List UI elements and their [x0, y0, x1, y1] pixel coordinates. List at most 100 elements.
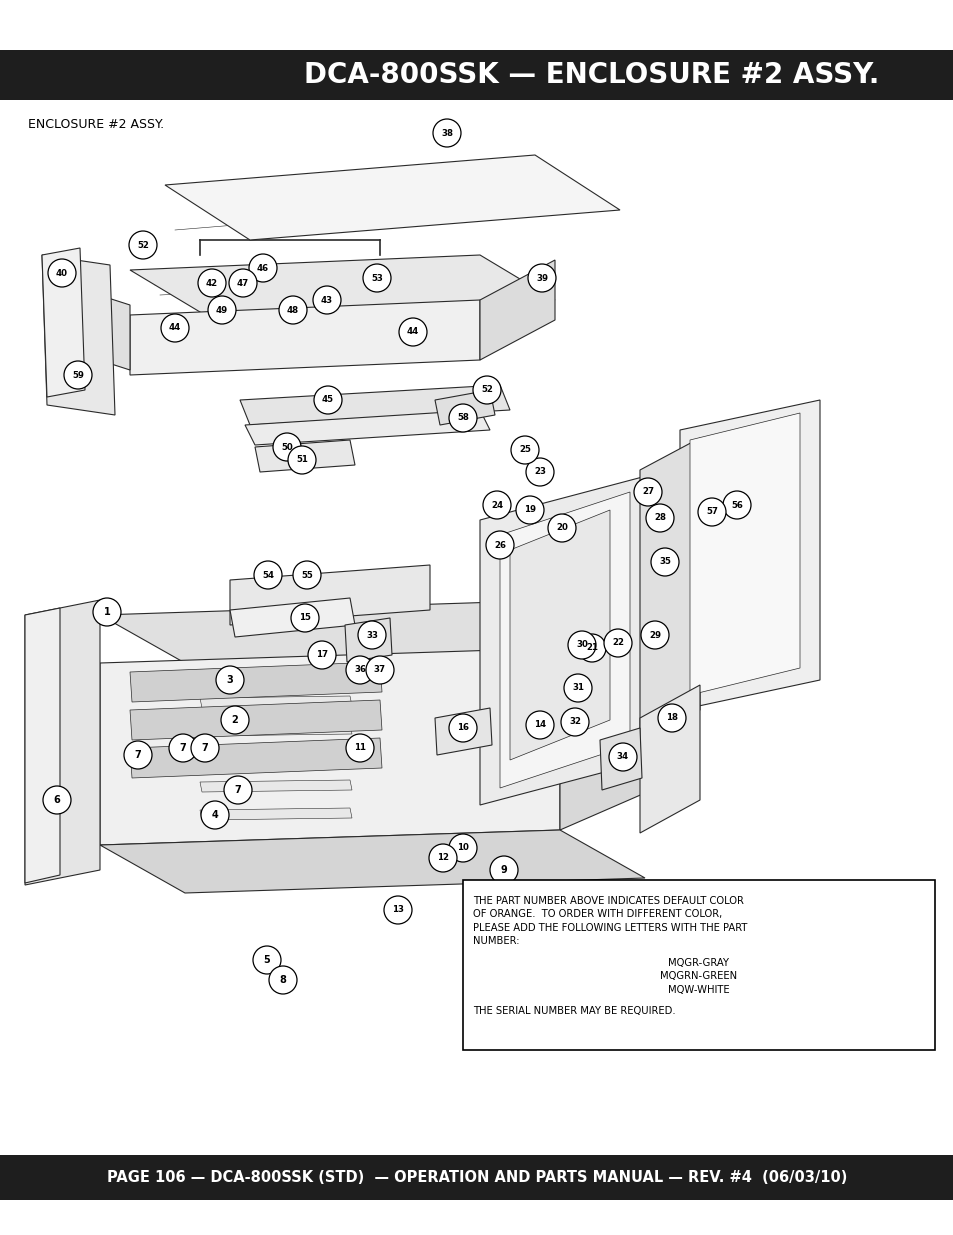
Polygon shape: [200, 781, 352, 792]
Circle shape: [511, 436, 538, 464]
Circle shape: [567, 631, 596, 659]
Text: 19: 19: [523, 505, 536, 515]
Text: 45: 45: [322, 395, 334, 405]
Text: 16: 16: [456, 724, 469, 732]
Circle shape: [161, 314, 189, 342]
Text: MQGR-GRAY: MQGR-GRAY: [668, 958, 729, 968]
Text: 1: 1: [104, 606, 111, 618]
Circle shape: [215, 666, 244, 694]
Circle shape: [273, 433, 301, 461]
Circle shape: [201, 802, 229, 829]
Circle shape: [578, 634, 605, 662]
Text: 37: 37: [374, 666, 386, 674]
Circle shape: [224, 776, 252, 804]
Circle shape: [634, 478, 661, 506]
Polygon shape: [100, 648, 559, 845]
Circle shape: [366, 656, 394, 684]
Bar: [0, 49, 953, 100]
Circle shape: [650, 548, 679, 576]
Text: 46: 46: [256, 263, 269, 273]
Text: 7: 7: [201, 743, 208, 753]
Circle shape: [490, 856, 517, 884]
Polygon shape: [599, 727, 641, 790]
Circle shape: [288, 446, 315, 474]
Text: 21: 21: [585, 643, 598, 652]
Text: 3: 3: [227, 676, 233, 685]
Text: 52: 52: [137, 241, 149, 249]
Text: PLEASE ADD THE FOLLOWING LETTERS WITH THE PART: PLEASE ADD THE FOLLOWING LETTERS WITH TH…: [473, 923, 746, 932]
Polygon shape: [25, 600, 100, 885]
Polygon shape: [25, 608, 60, 883]
Text: 56: 56: [730, 500, 742, 510]
Circle shape: [346, 656, 374, 684]
Circle shape: [191, 734, 219, 762]
Text: 50: 50: [281, 442, 293, 452]
Text: 7: 7: [179, 743, 186, 753]
Text: THE PART NUMBER ABOVE INDICATES DEFAULT COLOR: THE PART NUMBER ABOVE INDICATES DEFAULT …: [473, 897, 743, 906]
Polygon shape: [200, 808, 352, 820]
Text: 30: 30: [576, 641, 587, 650]
Polygon shape: [559, 605, 644, 830]
Text: NUMBER:: NUMBER:: [473, 936, 519, 946]
Text: MQGRN-GREEN: MQGRN-GREEN: [659, 972, 737, 982]
Circle shape: [124, 741, 152, 769]
Text: 26: 26: [494, 541, 505, 550]
Polygon shape: [200, 752, 352, 764]
Circle shape: [603, 629, 631, 657]
Circle shape: [433, 119, 460, 147]
Text: 7: 7: [134, 750, 141, 760]
Circle shape: [221, 706, 249, 734]
Circle shape: [527, 264, 556, 291]
Text: 23: 23: [534, 468, 545, 477]
Text: 52: 52: [480, 385, 493, 394]
Polygon shape: [479, 261, 555, 359]
Polygon shape: [130, 300, 479, 375]
Text: DCA-800SSK — ENCLOSURE #2 ASSY.: DCA-800SSK — ENCLOSURE #2 ASSY.: [303, 61, 879, 89]
Circle shape: [645, 504, 673, 532]
Text: 34: 34: [617, 752, 628, 762]
Polygon shape: [130, 254, 555, 315]
Text: 54: 54: [262, 571, 274, 579]
Text: 22: 22: [612, 638, 623, 647]
Text: 8: 8: [279, 974, 286, 986]
Text: 55: 55: [301, 571, 313, 579]
Text: 49: 49: [215, 305, 228, 315]
Text: 36: 36: [354, 666, 366, 674]
Text: 20: 20: [556, 524, 567, 532]
Polygon shape: [100, 830, 644, 893]
Circle shape: [449, 834, 476, 862]
Text: 35: 35: [659, 557, 670, 567]
Polygon shape: [130, 739, 381, 778]
Circle shape: [525, 711, 554, 739]
Text: 11: 11: [354, 743, 366, 752]
Text: 15: 15: [298, 614, 311, 622]
Text: MQW-WHITE: MQW-WHITE: [667, 986, 729, 995]
Text: 39: 39: [536, 273, 547, 283]
Text: 14: 14: [534, 720, 545, 730]
Circle shape: [129, 231, 157, 259]
Circle shape: [269, 966, 296, 994]
Circle shape: [249, 254, 276, 282]
Circle shape: [722, 492, 750, 519]
Polygon shape: [254, 440, 355, 472]
Circle shape: [640, 621, 668, 650]
Circle shape: [357, 621, 386, 650]
Circle shape: [547, 514, 576, 542]
Text: 40: 40: [56, 268, 68, 278]
Polygon shape: [42, 254, 115, 415]
Circle shape: [229, 269, 256, 296]
Circle shape: [314, 387, 341, 414]
Text: 28: 28: [654, 514, 665, 522]
Polygon shape: [165, 156, 619, 240]
Polygon shape: [345, 618, 392, 662]
Circle shape: [253, 946, 281, 974]
Text: 2: 2: [232, 715, 238, 725]
Circle shape: [560, 708, 588, 736]
Polygon shape: [245, 410, 490, 445]
Polygon shape: [200, 697, 352, 708]
Text: ENCLOSURE #2 ASSY.: ENCLOSURE #2 ASSY.: [28, 119, 164, 131]
Text: 6: 6: [53, 795, 60, 805]
Polygon shape: [499, 492, 629, 788]
Text: 38: 38: [440, 128, 453, 137]
Polygon shape: [230, 598, 355, 637]
